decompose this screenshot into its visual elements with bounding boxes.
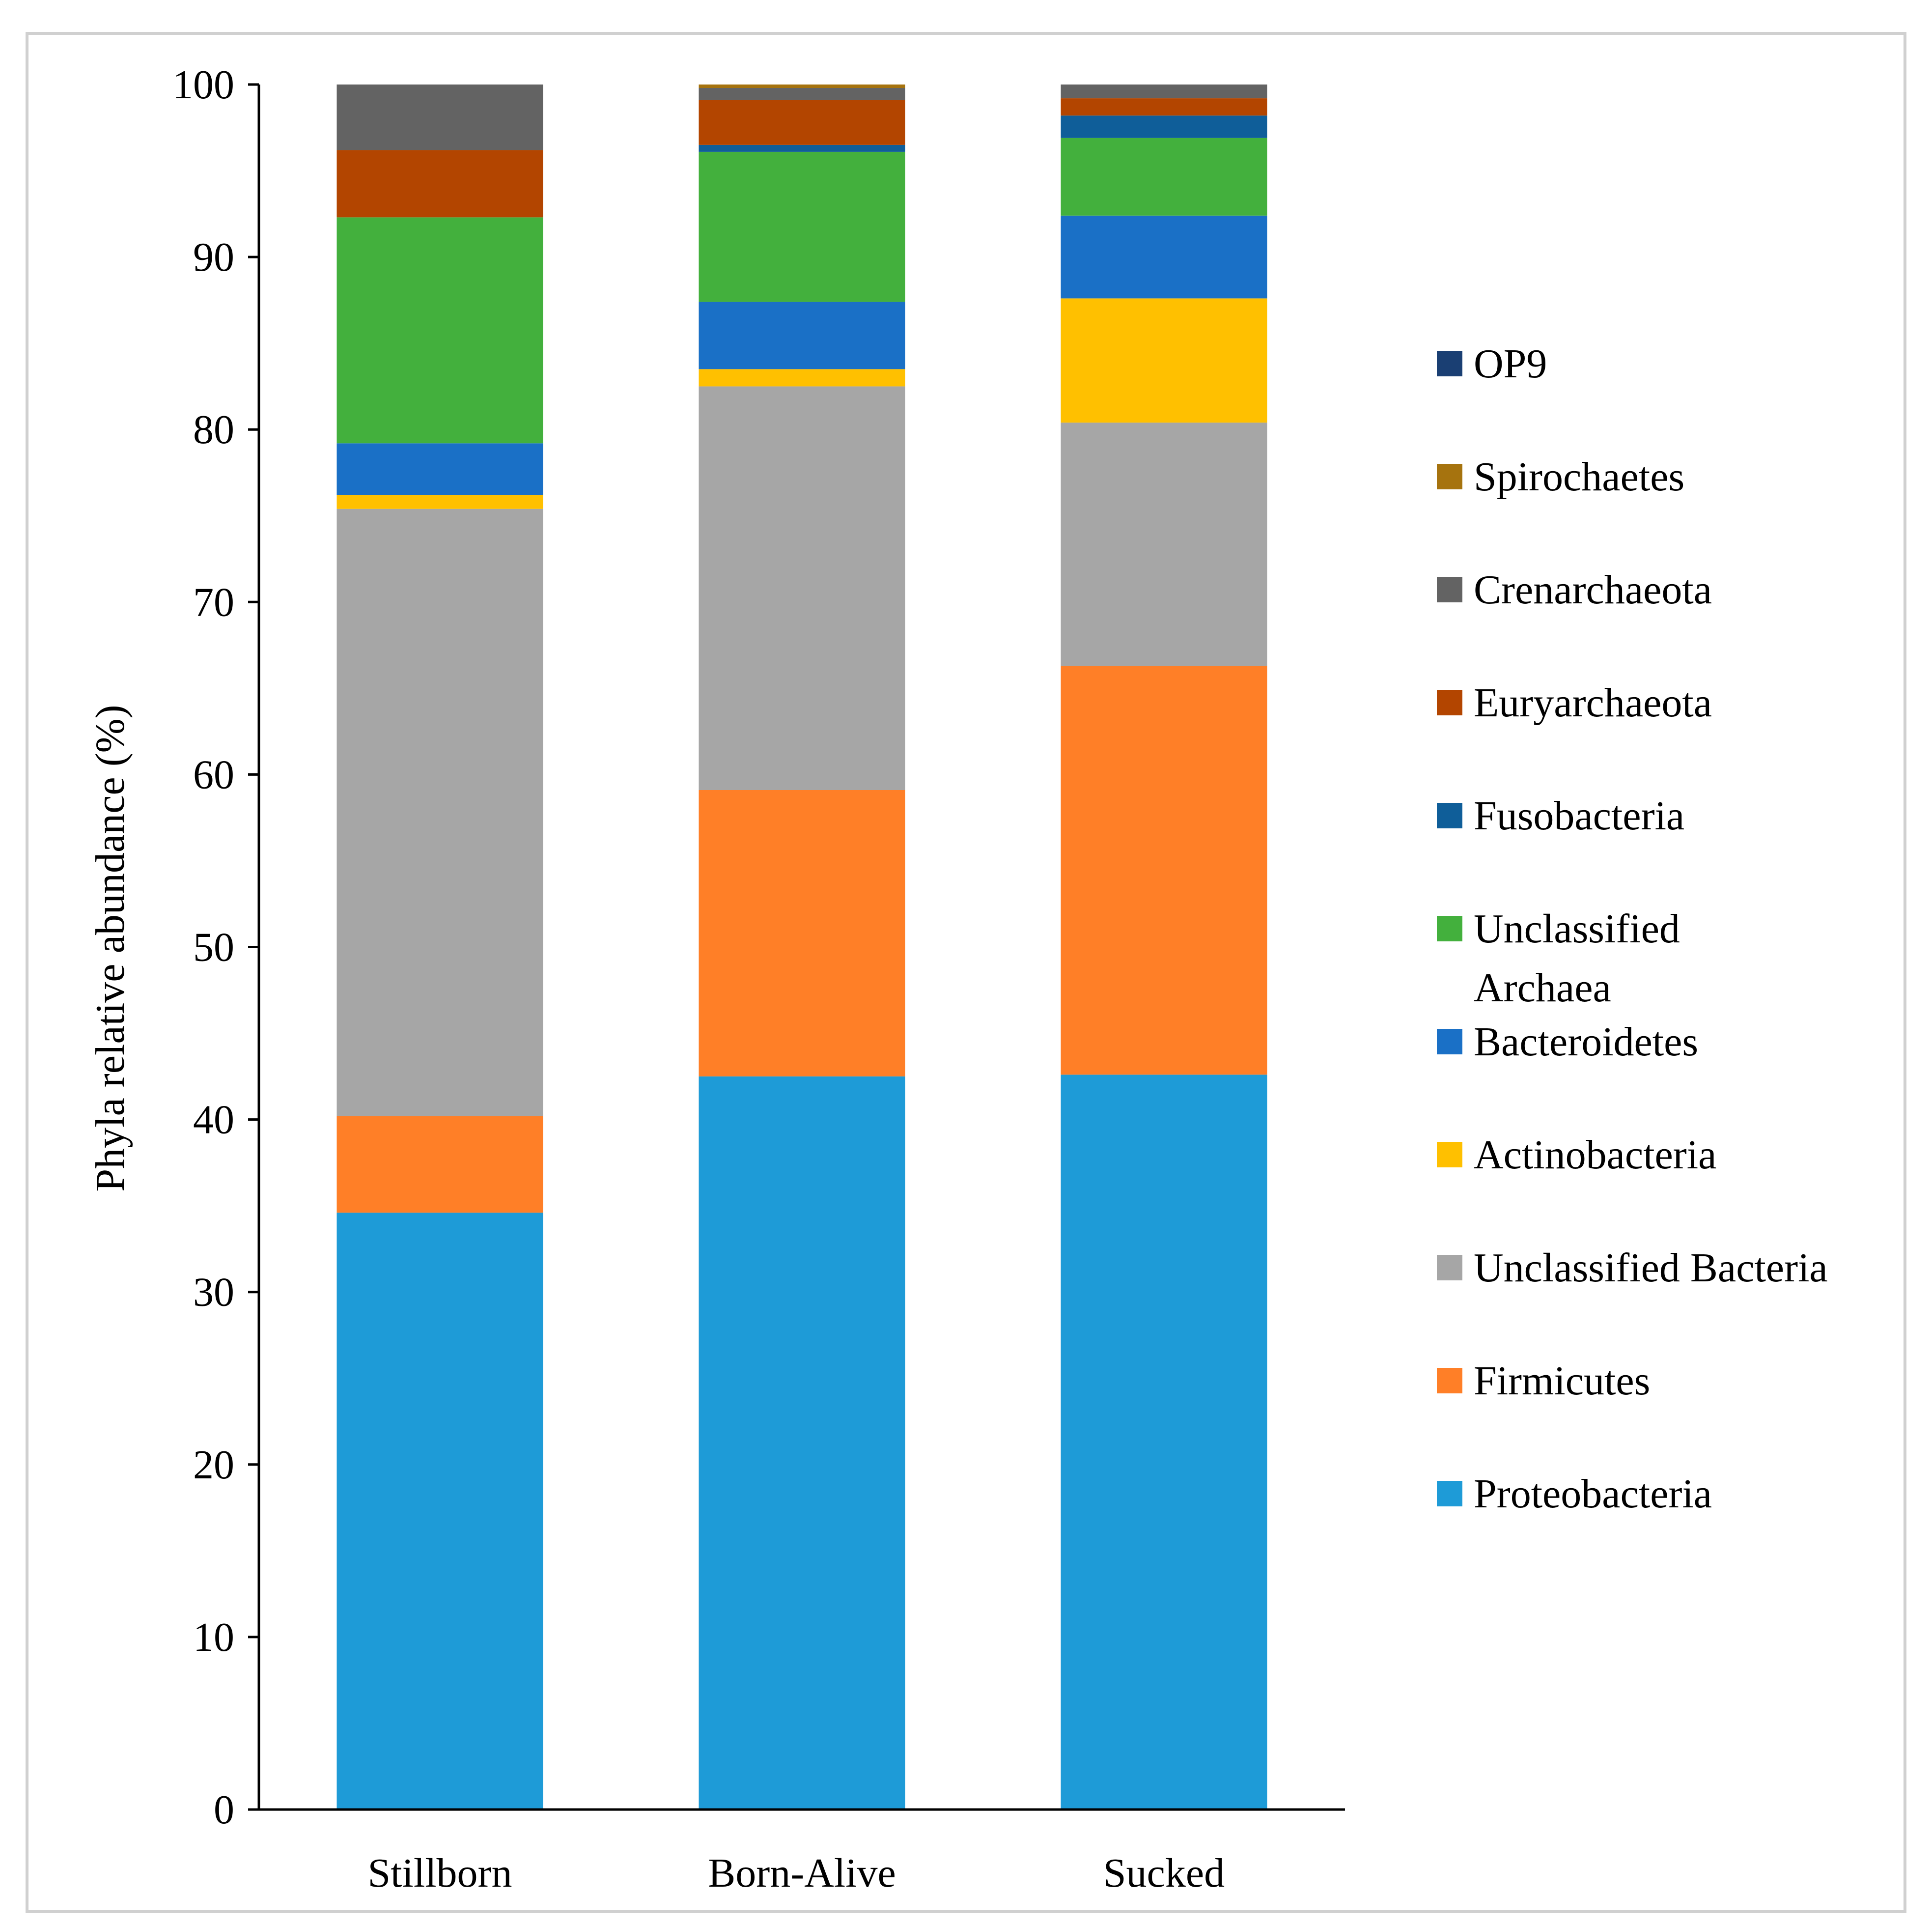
bar-segment-sucked-unclassified-archaea — [1061, 138, 1267, 216]
legend-item-fusobacteria: Fusobacteria — [1437, 793, 1684, 839]
bar-segment-sucked-unclassified-bacteria — [1061, 423, 1267, 666]
legend-label: Fusobacteria — [1474, 793, 1684, 839]
y-tick-label: 50 — [193, 925, 234, 970]
y-tick-label: 20 — [193, 1442, 234, 1488]
y-tick-label: 10 — [193, 1614, 234, 1660]
bar-segment-stillborn-bacteroidetes — [336, 443, 543, 495]
x-category-label-stillborn: Stillborn — [367, 1850, 512, 1896]
legend-swatch — [1437, 1481, 1462, 1506]
legend-item-spirochaetes: Spirochaetes — [1437, 454, 1684, 500]
x-category-label-sucked: Sucked — [1103, 1850, 1225, 1896]
legend-item-unclassified-bacteria: Unclassified Bacteria — [1437, 1245, 1828, 1291]
legend-swatch — [1437, 1255, 1462, 1280]
y-tick-label: 80 — [193, 407, 234, 453]
legend-label: Firmicutes — [1474, 1358, 1650, 1404]
bar-segment-stillborn-proteobacteria — [336, 1213, 543, 1810]
x-category-labels: Stillborn Born-Alive Sucked — [367, 1850, 1225, 1896]
bar-segment-sucked-bacteroidetes — [1061, 215, 1267, 299]
bar-segment-sucked-proteobacteria — [1061, 1075, 1267, 1810]
figure-border — [26, 32, 1906, 1913]
legend-swatch — [1437, 351, 1462, 376]
bar-segment-born-alive-euryarchaeota — [699, 100, 905, 145]
bar-segment-born-alive-firmicutes — [699, 790, 905, 1076]
legend-swatch — [1437, 916, 1462, 941]
x-category-label-born-alive: Born-Alive — [708, 1850, 896, 1896]
legend-label: Proteobacteria — [1474, 1471, 1712, 1517]
bar-segment-sucked-crenarchaeota — [1061, 85, 1267, 99]
legend-item-unclassified-archaea: Unclassified Archaea — [1437, 906, 1680, 1011]
bar-segment-sucked-firmicutes — [1061, 666, 1267, 1075]
legend-swatch — [1437, 1029, 1462, 1054]
legend-swatch — [1437, 1368, 1462, 1393]
y-tick-label: 0 — [214, 1787, 234, 1833]
legend-swatch — [1437, 1142, 1462, 1167]
legend-label: Spirochaetes — [1474, 454, 1684, 500]
legend-item-euryarchaeota: Euryarchaeota — [1437, 680, 1712, 726]
y-tick-label: 70 — [193, 579, 234, 625]
legend-item-crenarchaeota: Crenarchaeota — [1437, 567, 1712, 613]
y-ticks: 0 10 20 30 40 50 60 70 80 90 100 — [172, 62, 259, 1833]
legend-item-bacteroidetes: Bacteroidetes — [1437, 1019, 1698, 1065]
bar-segment-sucked-euryarchaeota — [1061, 98, 1267, 116]
legend-label: Crenarchaeota — [1474, 567, 1712, 613]
bar-segment-stillborn-crenarchaeota — [336, 85, 543, 150]
legend-label: Euryarchaeota — [1474, 680, 1712, 726]
legend: OP9 Spirochaetes Crenarchaeota Euryarchaeot… — [1437, 341, 1828, 1517]
legend-label: Unclassified Archaea — [1474, 906, 1680, 1011]
bar-segment-born-alive-proteobacteria — [699, 1076, 905, 1810]
legend-label: Unclassified Bacteria — [1474, 1245, 1828, 1291]
legend-swatch — [1437, 803, 1462, 828]
y-axis-title: Phyla relative abundance (%) — [87, 705, 133, 1191]
bar-segment-born-alive-spirochaetes — [699, 85, 905, 88]
bar-segment-stillborn-euryarchaeota — [336, 150, 543, 218]
bar-segment-stillborn-unclassified-archaea — [336, 217, 543, 444]
bar-segment-born-alive-unclassified-archaea — [699, 151, 905, 302]
legend-item-op9: OP9 — [1437, 341, 1547, 387]
bar-segment-stillborn-actinobacteria — [336, 495, 543, 509]
legend-item-proteobacteria: Proteobacteria — [1437, 1471, 1712, 1517]
bar-segment-born-alive-unclassified-bacteria — [699, 386, 905, 790]
y-tick-label: 90 — [193, 234, 234, 280]
bar-segment-stillborn-unclassified-bacteria — [336, 509, 543, 1116]
legend-item-firmicutes: Firmicutes — [1437, 1358, 1650, 1404]
legend-swatch — [1437, 577, 1462, 602]
bar-segment-born-alive-bacteroidetes — [699, 302, 905, 369]
bar-segment-sucked-fusobacteria — [1061, 115, 1267, 138]
legend-label: OP9 — [1474, 341, 1547, 387]
bar-segment-born-alive-actinobacteria — [699, 369, 905, 387]
legend-item-actinobacteria: Actinobacteria — [1437, 1132, 1716, 1178]
y-tick-label: 40 — [193, 1097, 234, 1143]
bars-layer — [336, 85, 1267, 1810]
legend-swatch — [1437, 690, 1462, 715]
bar-segment-stillborn-firmicutes — [336, 1116, 543, 1213]
bar-segment-sucked-actinobacteria — [1061, 298, 1267, 423]
bar-segment-born-alive-fusobacteria — [699, 144, 905, 152]
legend-label: Bacteroidetes — [1474, 1019, 1698, 1065]
legend-label: Actinobacteria — [1474, 1132, 1716, 1178]
bar-segment-born-alive-crenarchaeota — [699, 88, 905, 100]
legend-swatch — [1437, 464, 1462, 489]
y-tick-label: 100 — [172, 62, 234, 108]
y-tick-label: 30 — [193, 1270, 234, 1315]
y-tick-label: 60 — [193, 752, 234, 797]
